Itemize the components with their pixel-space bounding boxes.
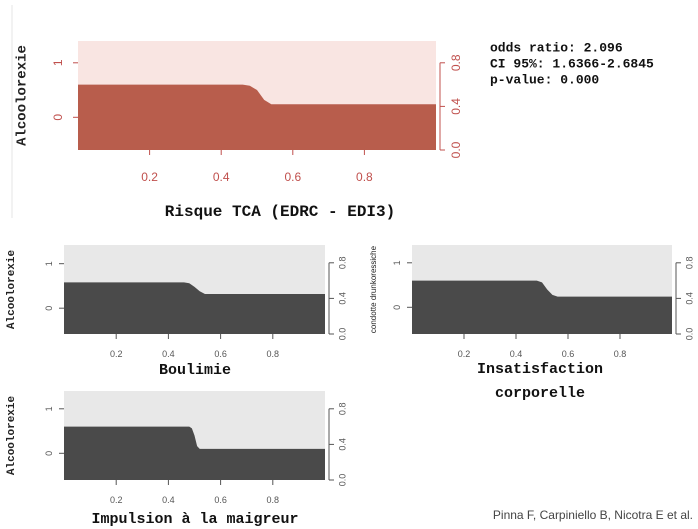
y-tick-label: 0.0: [337, 328, 347, 341]
citation: Pinna F, Carpiniello B, Nicotra E et al.: [493, 508, 693, 522]
lower-region: [64, 282, 325, 334]
x-axis-label: corporelle: [495, 385, 585, 402]
level-label: 0: [392, 305, 402, 310]
y-tick-label: 0.4: [449, 98, 463, 115]
x-tick-label: 0.6: [214, 495, 227, 505]
y-axis-label: Alcoolorexie: [6, 395, 18, 475]
level-label: 1: [44, 261, 54, 266]
annotation: odds ratio: 2.096: [490, 40, 623, 55]
lower-region: [412, 280, 672, 334]
x-tick-label: 0.8: [267, 495, 280, 505]
level-label: 0: [51, 114, 65, 121]
y-tick-label: 0.8: [449, 54, 463, 71]
y-tick-label: 0.0: [684, 328, 694, 341]
y-tick-label: 0.0: [449, 141, 463, 158]
x-tick-label: 0.8: [267, 349, 280, 359]
y-tick-label: 0.4: [337, 438, 347, 451]
y-axis-label: Alcoolorexie: [6, 249, 18, 329]
x-tick-label: 0.4: [162, 495, 175, 505]
x-axis-label: Insatisfaction: [477, 361, 603, 378]
x-axis-label: Boulimie: [159, 362, 231, 379]
lower-region: [78, 84, 436, 150]
y-tick-label: 0.0: [337, 474, 347, 487]
x-axis-label: Risque TCA (EDRC - EDI3): [165, 203, 395, 221]
x-tick-label: 0.6: [284, 170, 301, 184]
x-tick-label: 0.2: [458, 349, 471, 359]
y-tick-label: 0.8: [684, 257, 694, 270]
x-tick-label: 0.6: [562, 349, 575, 359]
x-tick-label: 0.2: [110, 349, 123, 359]
y-tick-label: 0.8: [337, 403, 347, 416]
y-tick-label: 0.4: [337, 292, 347, 305]
x-tick-label: 0.4: [162, 349, 175, 359]
y-tick-label: 0.4: [684, 292, 694, 305]
annotation: CI 95%: 1.6366-2.6845: [490, 56, 654, 71]
x-tick-label: 0.4: [213, 170, 230, 184]
y-tick-label: 0.8: [337, 257, 347, 270]
x-tick-label: 0.8: [356, 170, 373, 184]
lower-region: [64, 426, 325, 480]
x-axis-label: Impulsion à la maigreur: [91, 511, 298, 528]
annotation: p-value: 0.000: [490, 72, 599, 87]
x-tick-label: 0.8: [614, 349, 627, 359]
level-label: 1: [392, 260, 402, 265]
x-tick-label: 0.2: [141, 170, 158, 184]
level-label: 0: [44, 306, 54, 311]
x-tick-label: 0.4: [510, 349, 523, 359]
level-label: 1: [44, 406, 54, 411]
level-label: 1: [51, 59, 65, 66]
x-tick-label: 0.2: [110, 495, 123, 505]
level-label: 0: [44, 451, 54, 456]
y-axis-label: Alcoolorexie: [15, 45, 31, 146]
y-axis-label: condotte drunkoressiche: [369, 245, 378, 333]
x-tick-label: 0.6: [214, 349, 227, 359]
